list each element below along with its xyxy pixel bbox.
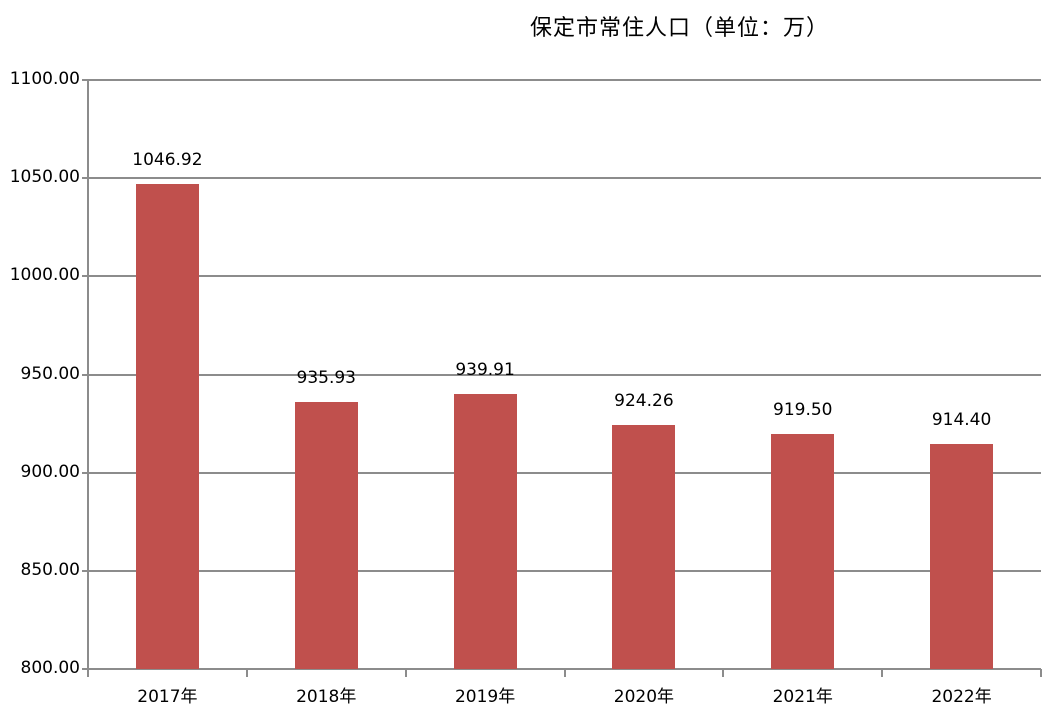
gridline: [88, 471, 1041, 474]
y-tick-label: 800.00: [20, 658, 80, 678]
value-label: 914.40: [931, 410, 992, 431]
gridline: [88, 79, 1041, 81]
value-label: 919.50: [773, 400, 833, 421]
y-tick-label: 1100.00: [9, 69, 80, 89]
x-tick-label: 2018年: [296, 687, 357, 707]
x-tick: [722, 669, 725, 677]
gridline: [88, 373, 1041, 376]
x-tick-label: 2021年: [772, 687, 833, 707]
y-tick: [82, 569, 88, 572]
x-tick: [245, 669, 248, 677]
value-label: 1046.92: [132, 150, 203, 171]
y-tick-label: 900.00: [20, 461, 80, 482]
y-tick: [82, 177, 88, 180]
x-tick: [563, 669, 566, 677]
bar-2020年: [612, 425, 676, 669]
bar-2021年: [771, 434, 835, 669]
y-tick: [82, 79, 88, 81]
chart-title: 保定市常住人口（单位：万）: [530, 16, 830, 41]
value-label: 924.26: [614, 391, 674, 412]
y-tick: [82, 275, 88, 278]
x-tick-label: 2019年: [454, 687, 516, 707]
x-tick: [1040, 669, 1042, 677]
x-tick: [87, 669, 89, 677]
gridline: [88, 275, 1041, 278]
y-tick-label: 850.00: [20, 559, 80, 580]
y-tick-label: 1000.00: [9, 265, 80, 286]
gridline: [88, 177, 1041, 180]
value-label: 939.91: [455, 360, 515, 381]
y-axis: [87, 80, 89, 670]
value-label: 935.93: [296, 368, 356, 389]
y-tick-label: 950.00: [20, 363, 80, 384]
y-tick: [82, 373, 88, 376]
y-tick: [82, 471, 88, 474]
bar-2018年: [294, 402, 358, 669]
bar-2017年: [135, 184, 199, 669]
y-tick: [82, 668, 88, 670]
x-tick-label: 2022年: [931, 687, 992, 707]
gridline: [88, 569, 1041, 572]
x-tick: [404, 669, 407, 677]
bar-2019年: [453, 394, 517, 669]
x-tick: [881, 669, 884, 677]
y-tick-label: 1050.00: [9, 167, 80, 188]
x-tick-label: 2020年: [613, 687, 675, 707]
bar-2022年: [930, 444, 994, 669]
x-tick-label: 2017年: [137, 687, 198, 707]
